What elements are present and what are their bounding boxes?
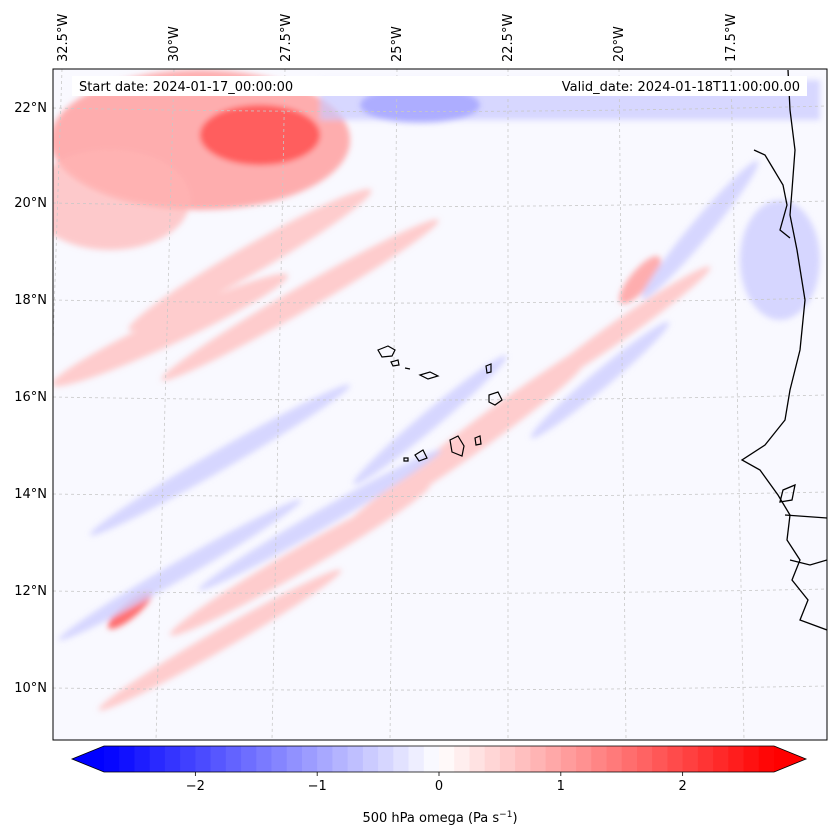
colorbar-cell bbox=[621, 746, 638, 772]
colorbar-cell bbox=[332, 746, 349, 772]
colorbar-cell bbox=[149, 746, 166, 772]
map-frame bbox=[52, 68, 828, 741]
colorbar-tick-label: 1 bbox=[557, 779, 565, 794]
colorbar-extend-max bbox=[774, 746, 806, 772]
valid-date-label: Valid_date: 2024-01-18T11:00:00.00 bbox=[562, 80, 800, 95]
colorbar-cells bbox=[72, 746, 806, 772]
colorbar-cell bbox=[667, 746, 684, 772]
lat-label: 20°N bbox=[14, 196, 47, 211]
colorbar-cell bbox=[180, 746, 196, 772]
colorbar-cell bbox=[241, 746, 257, 772]
lon-label: 25°W bbox=[390, 26, 405, 62]
colorbar-ticks: −2 −1 0 1 2 bbox=[186, 772, 687, 794]
lon-label: 27.5°W bbox=[279, 14, 294, 62]
colorbar-tick-label: −1 bbox=[308, 779, 327, 794]
lat-labels: 22°N 20°N 18°N 16°N 14°N 12°N 10°N bbox=[14, 101, 47, 696]
coastline bbox=[740, 69, 827, 631]
cape-verde-islands bbox=[377, 345, 503, 462]
lat-label: 16°N bbox=[14, 390, 47, 405]
start-date-label: Start date: 2024-01-17_00:00:00 bbox=[79, 80, 293, 95]
graticule bbox=[53, 69, 827, 740]
lon-label: 20°W bbox=[612, 26, 627, 62]
colorbar-cell bbox=[743, 746, 760, 772]
colorbar-extend-min bbox=[72, 746, 104, 772]
colorbar-tick-label: 0 bbox=[435, 779, 443, 794]
colorbar-cell bbox=[530, 746, 547, 772]
lat-label: 22°N bbox=[14, 101, 47, 116]
colorbar-tick-label: −2 bbox=[186, 779, 205, 794]
lon-label: 17.5°W bbox=[724, 14, 739, 62]
colorbar-cell bbox=[164, 746, 181, 772]
colorbar-cell bbox=[362, 746, 379, 772]
colorbar-cell bbox=[728, 746, 745, 772]
colorbar-cell bbox=[286, 746, 303, 772]
colorbar-cell bbox=[393, 746, 410, 772]
colorbar-outline bbox=[70, 745, 808, 773]
lat-label: 12°N bbox=[14, 584, 47, 599]
colorbar-cell bbox=[225, 746, 242, 772]
colorbar-cell bbox=[636, 746, 653, 772]
lon-label: 30°W bbox=[167, 26, 182, 62]
header-box bbox=[72, 76, 807, 96]
colorbar-cell bbox=[271, 746, 288, 772]
colorbar-cell bbox=[439, 746, 455, 772]
colorbar-cell bbox=[484, 746, 501, 772]
lon-label: 22.5°W bbox=[501, 14, 516, 62]
colorbar-label: 500 hPa omega (Pa s−1) bbox=[362, 810, 517, 826]
colorbar-cell bbox=[576, 746, 592, 772]
colorbar-cell bbox=[469, 746, 486, 772]
colorbar-cell bbox=[606, 746, 623, 772]
colorbar-cell bbox=[713, 746, 729, 772]
colorbar-cell bbox=[454, 746, 471, 772]
lat-label: 10°N bbox=[14, 681, 47, 696]
colorbar-cell bbox=[195, 746, 212, 772]
colorbar-cell bbox=[347, 746, 364, 772]
colorbar-cell bbox=[545, 746, 562, 772]
omega-field bbox=[53, 70, 820, 711]
colorbar-cell bbox=[210, 746, 227, 772]
colorbar-cell bbox=[301, 746, 318, 772]
lat-label: 14°N bbox=[14, 487, 47, 502]
colorbar-cell bbox=[682, 746, 699, 772]
colorbar-cell bbox=[317, 746, 334, 772]
colorbar-cell bbox=[697, 746, 714, 772]
colorbar-cell bbox=[408, 746, 425, 772]
colorbar-cell bbox=[256, 746, 273, 772]
colorbar-cell bbox=[119, 746, 136, 772]
lon-labels: 32.5°W 30°W 27.5°W 25°W 22.5°W 20°W 17.5… bbox=[56, 14, 739, 62]
lat-label: 18°N bbox=[14, 293, 47, 308]
colorbar-cell bbox=[423, 746, 440, 772]
colorbar-cell bbox=[560, 746, 577, 772]
colorbar-cell bbox=[499, 746, 516, 772]
colorbar: −2 −1 0 1 2 500 hPa omega (Pa s−1) bbox=[70, 745, 808, 826]
colorbar-tick-label: 2 bbox=[678, 779, 686, 794]
colorbar-cell bbox=[758, 746, 775, 772]
lon-label: 32.5°W bbox=[56, 14, 71, 62]
colorbar-cell bbox=[652, 746, 669, 772]
colorbar-cell bbox=[134, 746, 151, 772]
colorbar-cell bbox=[104, 746, 120, 772]
colorbar-cell bbox=[378, 746, 394, 772]
colorbar-cell bbox=[591, 746, 608, 772]
colorbar-cell bbox=[515, 746, 531, 772]
